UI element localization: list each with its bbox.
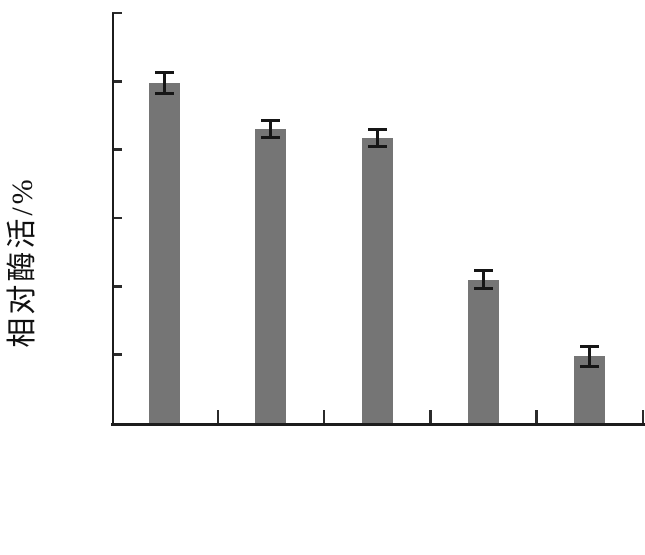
error-bar: [163, 72, 167, 94]
error-bar: [482, 270, 486, 289]
x-axis-tick: [429, 410, 432, 423]
error-bar-cap-bottom: [474, 286, 494, 290]
error-bar-cap-top: [580, 344, 600, 348]
bar: [361, 137, 393, 423]
error-bar-cap-bottom: [580, 365, 600, 369]
y-axis-tick: [111, 216, 122, 220]
x-axis-tick: [641, 410, 645, 423]
x-axis-tick: [216, 410, 220, 423]
error-bar-cap-bottom: [261, 136, 281, 140]
error-bar-cap-top: [155, 71, 175, 75]
error-bar-cap-top: [261, 119, 281, 123]
error-bar-cap-bottom: [155, 91, 175, 95]
x-category-label: [236, 446, 392, 555]
y-axis-title: 相对酶活/%: [6, 176, 39, 348]
error-bar-cap-top: [367, 127, 387, 131]
x-axis-line: [111, 423, 645, 426]
y-axis-line: [111, 13, 114, 426]
bar: [149, 83, 181, 423]
error-bar: [588, 346, 592, 367]
x-category-label: [23, 446, 179, 555]
bar: [255, 129, 287, 423]
bar: [468, 279, 500, 423]
x-category-label: [448, 446, 604, 555]
y-axis-tick: [111, 353, 122, 356]
error-bar-cap-top: [474, 269, 494, 273]
y-axis-tick: [111, 80, 122, 83]
x-category-label: [129, 446, 285, 555]
error-bar: [269, 120, 273, 138]
x-axis-tick: [535, 410, 538, 423]
y-axis-tick: [111, 11, 122, 15]
x-category-label: [342, 446, 498, 555]
error-bar-cap-bottom: [367, 144, 387, 148]
x-axis-tick: [322, 410, 326, 423]
y-axis-tick: [111, 148, 122, 151]
error-bar: [375, 129, 379, 147]
y-axis-tick: [111, 285, 122, 288]
